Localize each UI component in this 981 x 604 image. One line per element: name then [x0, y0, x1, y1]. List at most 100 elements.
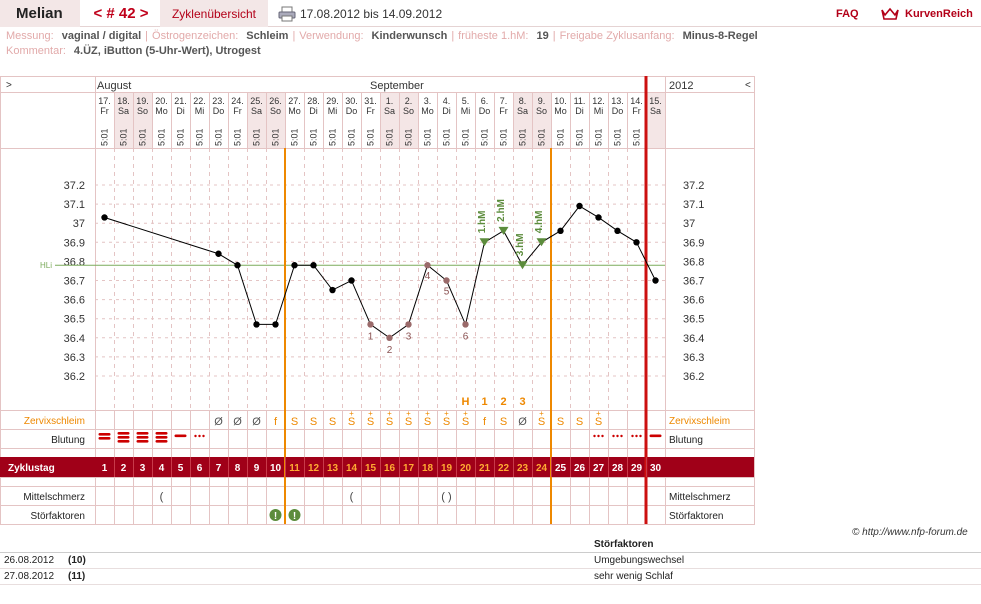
cycle-day-number: 21 — [479, 463, 491, 474]
logo-text[interactable]: KurvenReich — [905, 7, 973, 20]
date-label: 8. — [519, 96, 527, 106]
time-label: 5:01 — [290, 128, 300, 146]
notes-header: Störfaktoren — [0, 537, 981, 553]
mucus-symbol: S — [329, 416, 336, 428]
weekend-column — [513, 92, 532, 148]
y-tick-left: 37 — [73, 218, 85, 230]
bleeding-dot — [194, 434, 197, 438]
mittelschmerz-symbol: ( — [350, 491, 354, 503]
time-label: 5:01 — [157, 128, 167, 146]
weekday-label: Sa — [251, 106, 262, 116]
cycle-overview-tab[interactable]: Zyklenübersicht — [160, 0, 268, 27]
weekday-label: Fr — [100, 106, 109, 116]
mucus-plus: + — [425, 409, 430, 418]
user-name: Melian — [0, 0, 80, 27]
time-label: 5:01 — [214, 128, 224, 146]
print-button[interactable] — [276, 0, 298, 27]
cycle-day-number: 11 — [289, 463, 300, 474]
row-label-right: Mittelschmerz — [669, 492, 731, 503]
disturbance-icon — [269, 509, 282, 521]
info-line-2: Kommentar: 4.ÜZ, iButton (5-Uhr-Wert), Ut… — [0, 44, 981, 59]
bleeding-mark — [98, 433, 111, 436]
kurvenreich-logo[interactable]: KurvenReich — [880, 0, 973, 27]
weekday-label: Do — [479, 106, 491, 116]
mucus-symbol: S — [424, 416, 431, 428]
mucus-plus: + — [463, 409, 468, 418]
mucus-symbol: S — [348, 416, 355, 428]
bleeding-dot — [639, 434, 642, 438]
bleeding-dot — [593, 434, 596, 438]
high-measurement-marker — [536, 238, 547, 247]
crown-heart-icon — [881, 7, 899, 20]
weekend-column — [380, 92, 399, 148]
weekday-label: Mi — [195, 106, 205, 116]
time-label: 5:01 — [442, 128, 452, 146]
cycle-day-band — [0, 457, 754, 477]
weekday-label: So — [137, 106, 148, 116]
cycle-overview-label[interactable]: Zyklenübersicht — [171, 6, 257, 21]
date-label: 30. — [345, 96, 358, 106]
cycle-day-number: 7 — [216, 463, 222, 474]
date-label: 21. — [174, 96, 187, 106]
copyright-credit: © http://www.nfp-forum.de — [852, 527, 968, 538]
info1-label-1: Östrogenzeichen: — [152, 30, 239, 42]
faq-link[interactable]: FAQ — [836, 0, 859, 27]
cycle-day-number: 5 — [178, 463, 184, 474]
date-label: 11. — [574, 96, 586, 106]
weekday-label: Sa — [118, 106, 129, 116]
time-label: 5:01 — [404, 128, 414, 146]
time-label: 5:01 — [499, 128, 509, 146]
time-label: 5:01 — [233, 128, 243, 146]
weekday-label: Mo — [288, 106, 301, 116]
temperature-point — [310, 262, 317, 269]
disturbance-icon-mark: ! — [274, 511, 277, 522]
mucus-plus: + — [349, 409, 354, 418]
note-cycle-day: (11) — [68, 571, 86, 582]
date-label: 14. — [630, 96, 643, 106]
high-measurement-label: 1.hM — [477, 211, 488, 234]
weekday-label: Mo — [155, 106, 168, 116]
temperature-point — [234, 262, 241, 269]
cycle-navigation[interactable]: < # 42 > — [82, 0, 160, 27]
printer-icon[interactable] — [278, 6, 296, 22]
mittelschmerz-symbol: ( — [160, 491, 164, 503]
note-date: 26.08.2012 — [4, 555, 55, 566]
bleeding-mark — [174, 434, 187, 438]
temperature-point — [253, 321, 260, 328]
info1-value-4: Minus-8-Regel — [682, 30, 758, 42]
cycle-day-number: 2 — [121, 463, 127, 474]
cycle-nav-text[interactable]: < # 42 > — [93, 5, 149, 22]
info1-value-3: 19 — [536, 30, 549, 42]
y-tick-left: 36.2 — [64, 371, 85, 383]
weekday-label: So — [403, 106, 414, 116]
date-label: 26. — [269, 96, 282, 106]
mucus-symbol: S — [443, 416, 450, 428]
date-label: 22. — [193, 96, 206, 106]
row-label-right: Blutung — [669, 435, 703, 446]
disturbance-notes: Störfaktoren 26.08.2012 (10) Umgebungswech… — [0, 537, 981, 585]
date-label: 9. — [538, 96, 546, 106]
month-label: September — [370, 80, 424, 92]
y-tick-right: 36.4 — [683, 333, 704, 345]
date-label: 31. — [364, 96, 377, 106]
info1-label-2: Verwendung: — [299, 30, 364, 42]
weekday-label: Mi — [328, 106, 338, 116]
weekday-label: Mi — [461, 106, 471, 116]
note-row: 26.08.2012 (10) Umgebungswechsel — [0, 553, 981, 569]
info2-value-0: 4.ÜZ, iButton (5-Uhr-Wert), Utrogest — [73, 45, 261, 57]
bleeding-mark — [136, 436, 149, 439]
mucus-symbol: f — [274, 416, 278, 428]
bleeding-dot — [631, 434, 634, 438]
high-measurement-marker — [517, 261, 528, 270]
bleeding-mark — [155, 440, 168, 443]
date-label: 1. — [386, 96, 394, 106]
weekday-label: Mo — [421, 106, 434, 116]
peak-marker: 1 — [481, 396, 487, 408]
y-tick-right: 36.6 — [683, 295, 704, 307]
date-label: 18. — [117, 96, 130, 106]
y-tick-left: 36.3 — [64, 352, 85, 364]
time-label: 5:01 — [100, 128, 110, 146]
faq-text[interactable]: FAQ — [836, 7, 859, 20]
cycle-day-number: 20 — [460, 463, 472, 474]
